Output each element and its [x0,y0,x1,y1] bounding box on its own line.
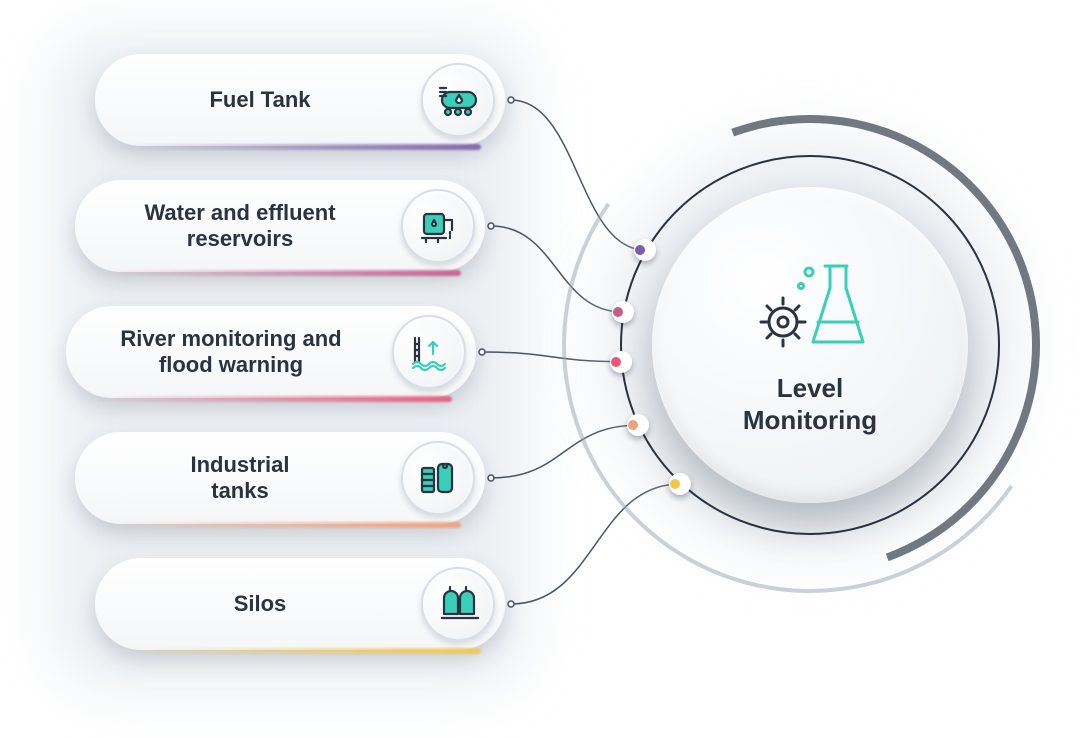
hub-disc: Level Monitoring [652,187,968,503]
pill-item: Industrialtanks [75,432,485,524]
pill-label: Industrialtanks [105,452,375,505]
fuel-tank-icon [421,63,495,137]
industrial-tanks-icon [401,441,475,515]
pill-item: Water and effluentreservoirs [75,180,485,272]
pill-underline [99,270,461,276]
hub-label-line1: Level [777,373,844,403]
pill-underline [90,396,452,402]
diagram-canvas: Level Monitoring Fuel Tank Water and eff… [0,0,1082,738]
hub-label: Level Monitoring [743,372,877,437]
orbit-dot [627,414,649,436]
pill-item: River monitoring andflood warning [66,306,476,398]
pill-item: Fuel Tank [95,54,505,146]
pill-label: River monitoring andflood warning [96,326,366,379]
pill-label: Water and effluentreservoirs [105,200,375,253]
water-reservoir-icon [401,189,475,263]
pill-underline [99,522,461,528]
pill-label: Fuel Tank [125,87,395,113]
hub-label-line2: Monitoring [743,405,877,435]
orbit-dot [610,351,632,373]
pill-underline [119,144,481,150]
pill-label: Silos [125,591,395,617]
pill-item: Silos [95,558,505,650]
river-flood-icon [392,315,466,389]
orbit-dot [612,301,634,323]
pill-underline [119,648,481,654]
flask-gear-icon [755,254,865,354]
silos-icon [421,567,495,641]
